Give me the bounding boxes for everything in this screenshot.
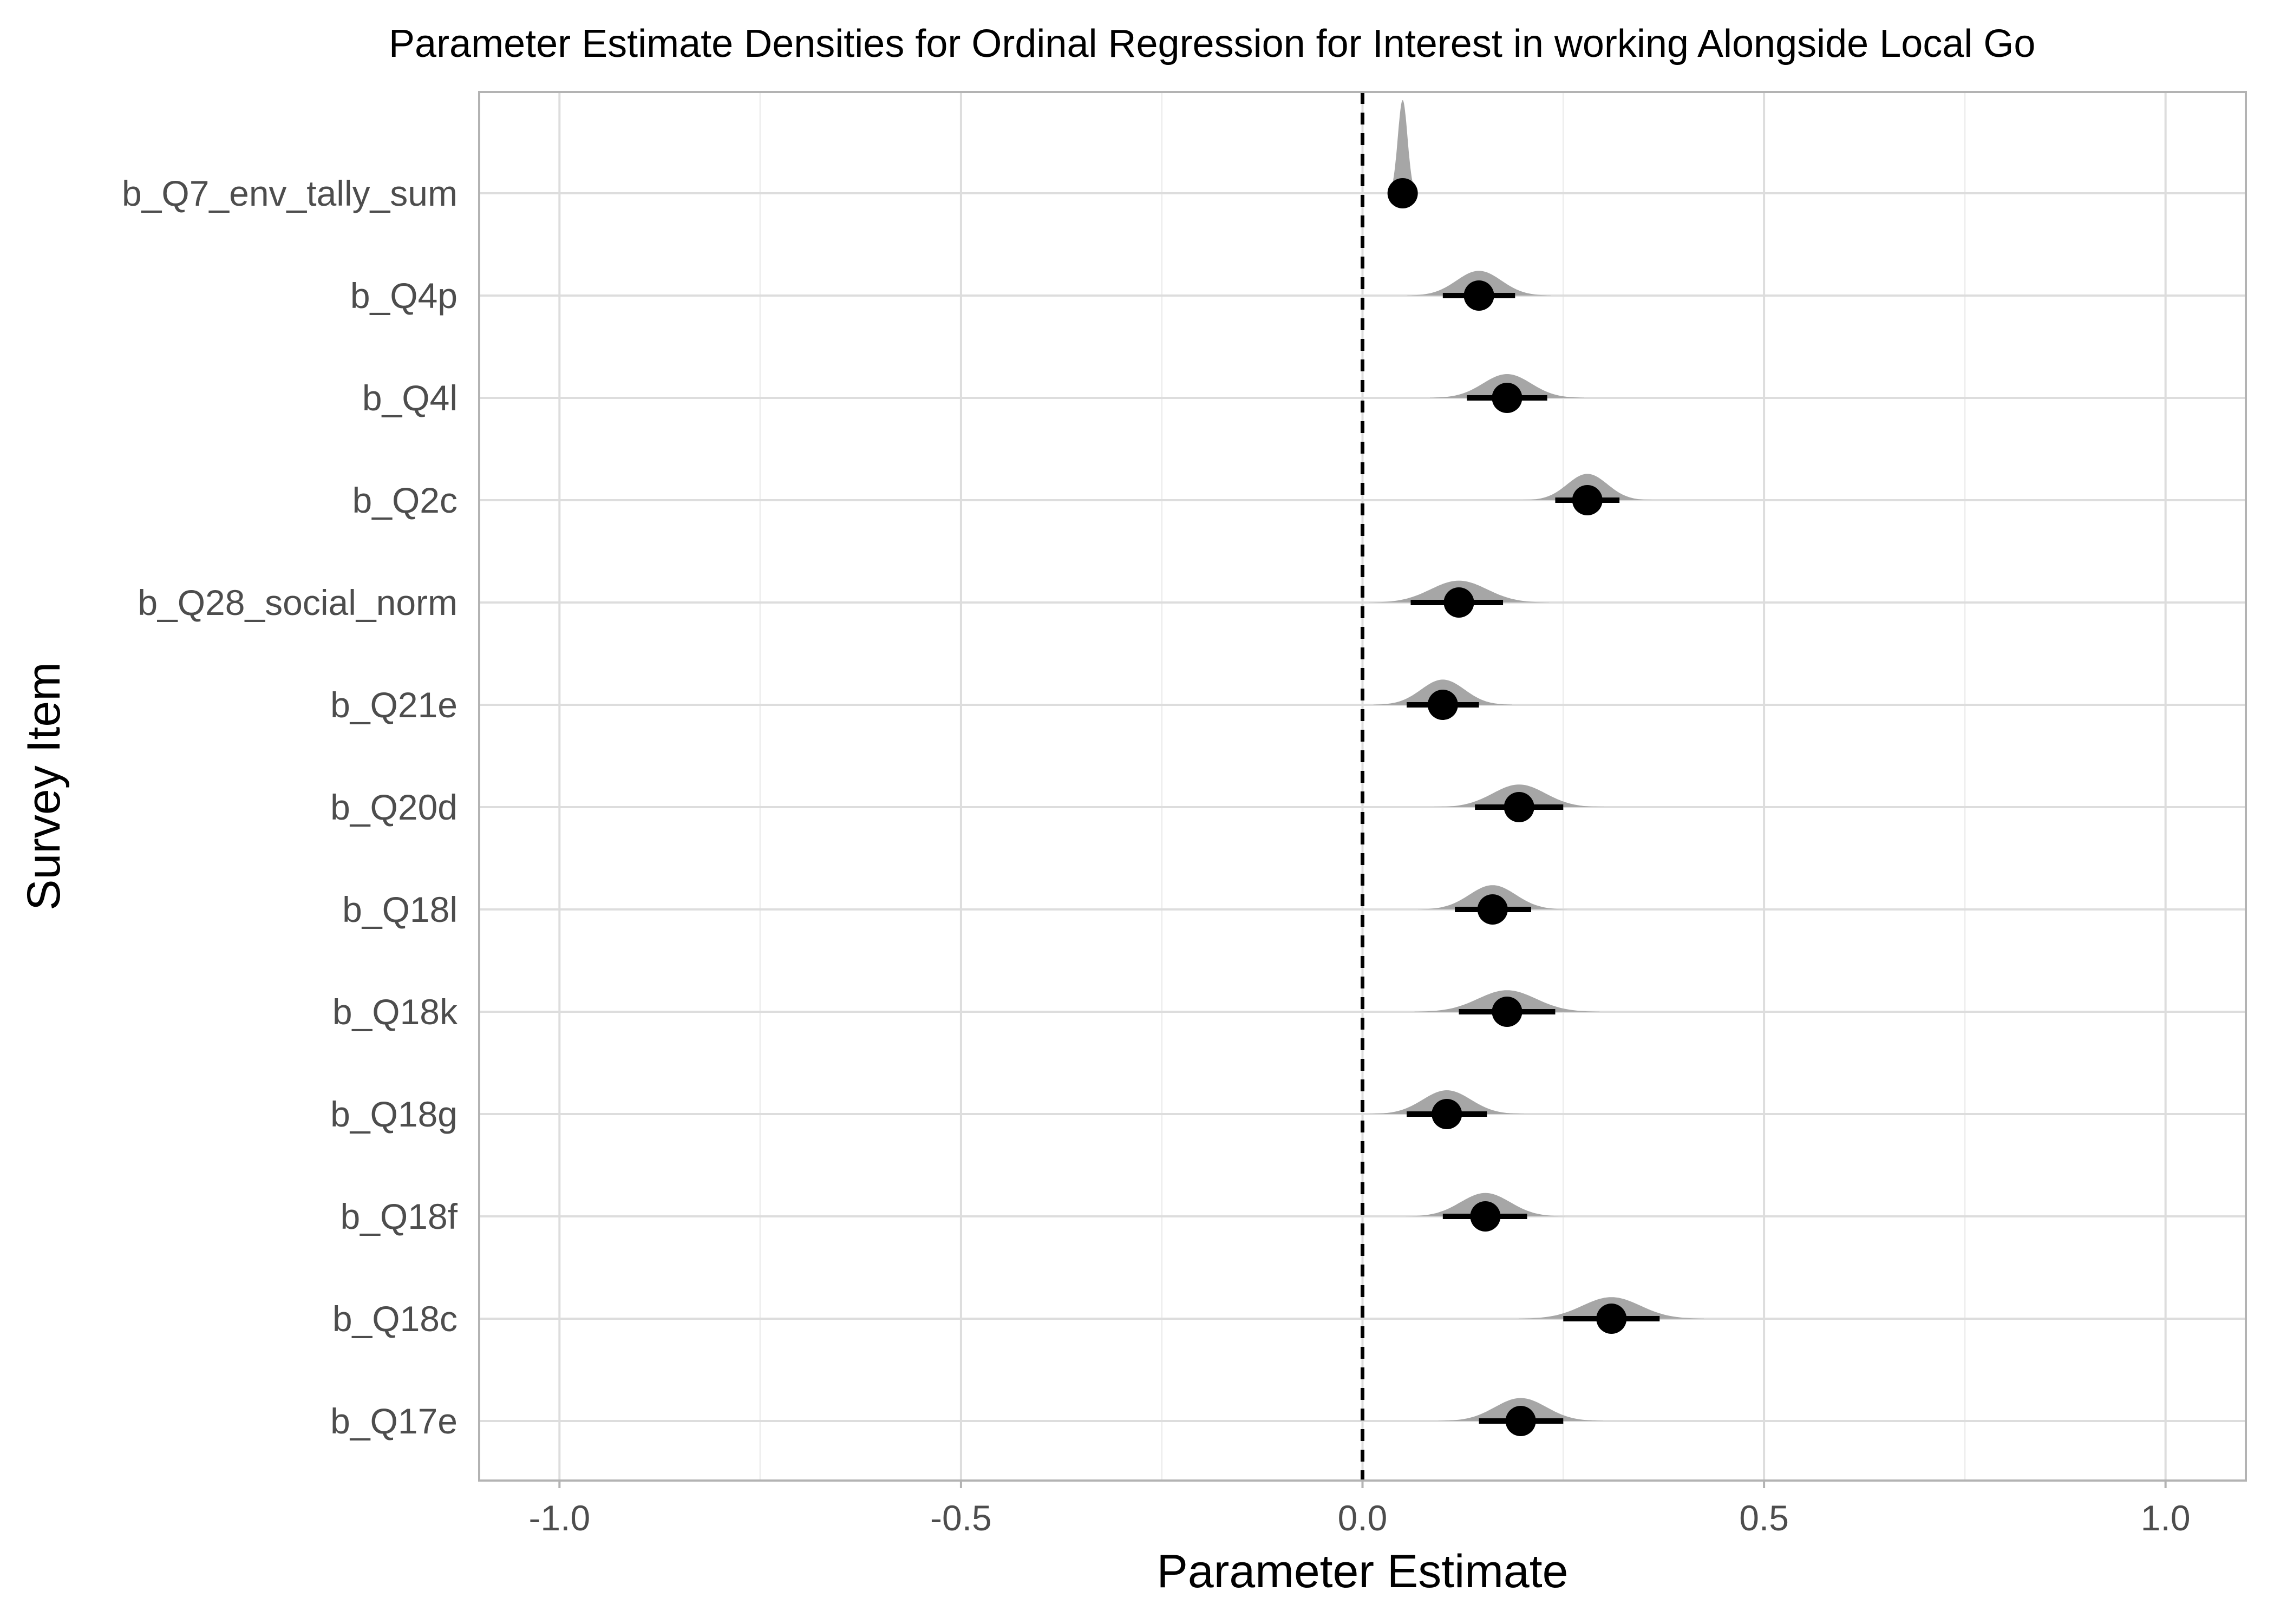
y-tick-label: b_Q7_env_tally_sum: [122, 173, 458, 213]
y-tick-labels: b_Q7_env_tally_sum b_Q4p b_Q4l b_Q2c b_Q28_s…: [122, 173, 458, 1441]
grid-layer: [479, 92, 2246, 1481]
point-b_Q2c: [1572, 485, 1603, 515]
y-tick-label: b_Q18l: [342, 889, 458, 929]
x-tick-label: 1.0: [2141, 1498, 2191, 1538]
x-tick-label: -0.5: [930, 1498, 992, 1538]
y-axis-title: Survey Item: [18, 662, 70, 911]
y-tick-label: b_Q18f: [341, 1196, 458, 1236]
chart-title: Parameter Estimate Densities for Ordinal…: [389, 22, 2035, 66]
x-tick-label: 0.5: [1739, 1498, 1789, 1538]
point-b_Q7_env_tally_sum: [1387, 178, 1418, 208]
density-b_Q7_env_tally_sum: [1387, 100, 1419, 193]
point-b_Q21e: [1427, 690, 1458, 720]
y-tick-label: b_Q18c: [332, 1299, 458, 1339]
x-tick-labels: -1.0 -0.5 0.0 0.5 1.0: [528, 1481, 2191, 1538]
y-tick-label: b_Q28_social_norm: [138, 582, 458, 623]
y-tick-label: b_Q17e: [330, 1401, 458, 1441]
y-tick-label: b_Q4p: [350, 276, 458, 316]
x-axis-title: Parameter Estimate: [1157, 1546, 1569, 1597]
point-b_Q4p: [1463, 280, 1494, 311]
point-b_Q18f: [1470, 1201, 1501, 1232]
point-layer: [1387, 178, 1627, 1436]
point-b_Q20d: [1504, 792, 1534, 822]
point-b_Q18l: [1477, 894, 1508, 925]
x-tick-label: 0.0: [1338, 1498, 1388, 1538]
point-b_Q17e: [1505, 1406, 1536, 1436]
y-tick-label: b_Q18g: [330, 1094, 458, 1134]
y-tick-label: b_Q2c: [352, 480, 458, 520]
x-tick-label: -1.0: [528, 1498, 590, 1538]
point-b_Q18k: [1492, 997, 1522, 1027]
y-tick-label: b_Q4l: [362, 378, 458, 418]
point-b_Q18g: [1432, 1099, 1462, 1129]
point-b_Q18c: [1596, 1304, 1627, 1334]
point-b_Q4l: [1492, 383, 1522, 413]
point-b_Q28_social_norm: [1443, 587, 1474, 618]
y-tick-label: b_Q21e: [330, 685, 458, 725]
y-tick-label: b_Q20d: [330, 787, 458, 827]
y-tick-label: b_Q18k: [332, 992, 458, 1032]
